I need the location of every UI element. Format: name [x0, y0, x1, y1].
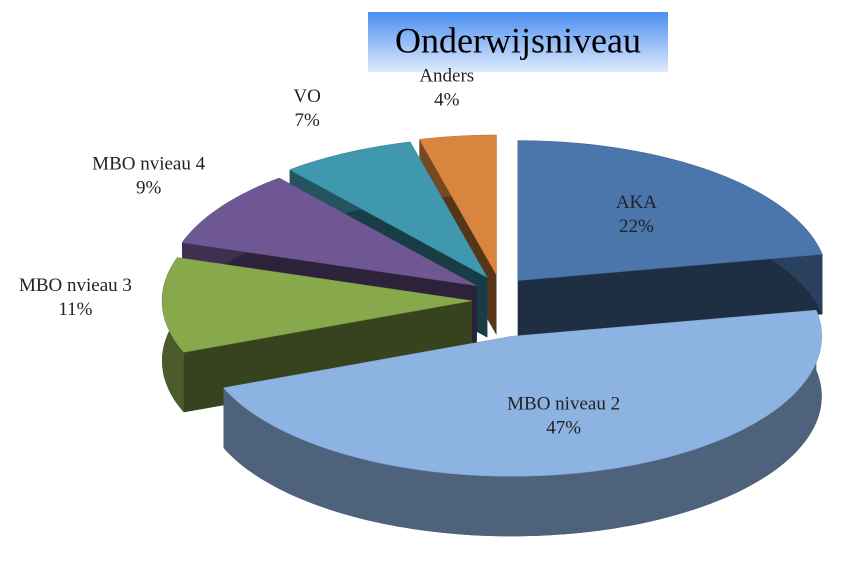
value-label: 11%: [58, 299, 92, 320]
title-background: [368, 12, 668, 72]
category-label: MBO nvieau 4: [92, 153, 205, 174]
slice-top: [289, 141, 488, 279]
value-label: 47%: [546, 417, 581, 438]
value-label: 4%: [434, 90, 460, 111]
slice-top: [161, 257, 473, 353]
slice-top: [418, 134, 497, 276]
slice-rim: [223, 310, 822, 537]
pie: [161, 134, 823, 537]
category-label: MBO niveau 2: [507, 393, 620, 414]
value-label: 22%: [619, 216, 654, 237]
category-label: AKA: [616, 192, 657, 213]
category-label: VO: [293, 86, 320, 107]
value-label: 7%: [294, 110, 320, 131]
slice-top: [223, 309, 822, 477]
value-label: 9%: [136, 177, 162, 198]
category-label: MBO nvieau 3: [19, 275, 132, 296]
category-label: Anders: [419, 66, 474, 87]
slice-top: [181, 177, 477, 287]
slice: [517, 140, 823, 341]
slice: [223, 309, 822, 537]
slice-top: [517, 140, 823, 281]
chart-title: Onderwijsniveau: [395, 20, 641, 60]
